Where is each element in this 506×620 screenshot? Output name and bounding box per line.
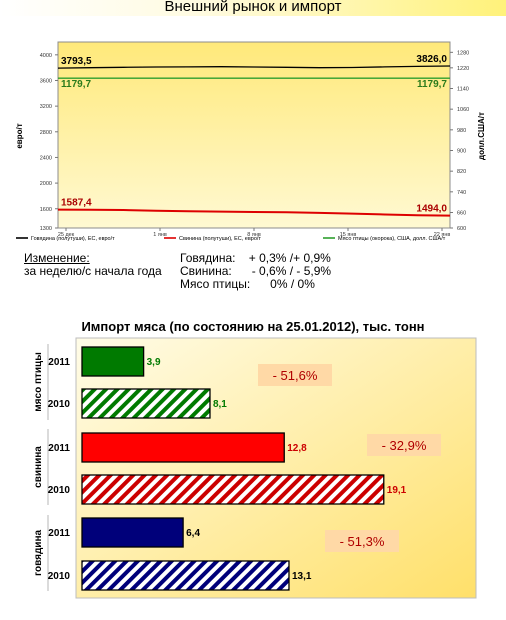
y-left-tick-label: 1300	[40, 226, 52, 232]
change-label: - 32,9%	[382, 438, 427, 453]
change-beef: Говядина: + 0,3% /+ 0,9%	[180, 251, 331, 265]
bar-year-label: 2010	[48, 399, 71, 410]
series-end-label: 1179,7	[417, 79, 447, 90]
series-start-label: 1587,4	[61, 198, 92, 209]
series-line	[57, 65, 451, 69]
bar	[81, 432, 285, 463]
page-title: Внешний рынок и импорт	[164, 0, 342, 15]
changes-label: Изменение:	[24, 251, 90, 265]
y-left-tick-label: 2800	[40, 130, 52, 136]
bar-value-label: 6,4	[186, 528, 200, 539]
y-left-tick-label: 2400	[40, 155, 52, 161]
x-tick-label: 15 янв	[340, 232, 357, 238]
change-label: - 51,3%	[340, 534, 385, 549]
y-left-tick-label: 2000	[40, 181, 52, 187]
bar-chart-title: Импорт мяса (по состоянию на 25.01.2012)…	[81, 319, 425, 334]
x-tick-label: 1 янв	[153, 232, 167, 238]
y-right-axis-label: долл.США/т	[477, 112, 486, 160]
bar-year-label: 2010	[48, 571, 71, 582]
bar-value-label: 13,1	[292, 571, 312, 582]
change-box	[367, 434, 441, 456]
line-plot-area	[57, 41, 451, 229]
y-right-tick-label: 820	[457, 169, 466, 175]
bar-value-label: 12,8	[287, 443, 307, 454]
series-start-label: 3793,5	[61, 56, 92, 67]
bar-year-label: 2011	[48, 443, 70, 454]
bar	[81, 560, 290, 591]
y-right-tick-label: 980	[457, 128, 466, 134]
bar-value-label: 8,1	[213, 399, 227, 410]
y-right-tick-label: 900	[457, 149, 466, 155]
y-left-tick-label: 4000	[40, 53, 52, 59]
bar-group-label: мясо птицы	[33, 352, 44, 411]
bar	[81, 388, 211, 419]
bar-year-label: 2011	[48, 528, 70, 539]
y-left-tick-label: 1600	[40, 207, 52, 213]
change-label: - 51,6%	[273, 368, 318, 383]
y-right-tick-label: 1140	[457, 87, 469, 93]
series-end-label: 3826,0	[416, 54, 447, 65]
bar-chart: мясо птицы 2011 3,9 2010 8,1 - 51,6% свинина 20…	[33, 337, 477, 599]
y-right-tick-label: 1220	[457, 66, 469, 72]
bar	[81, 517, 184, 548]
legend-entry: Мясо птицы (окорока), США, долл. США/т	[338, 236, 446, 242]
y-left-tick-label: 3600	[40, 78, 52, 84]
y-right-tick-label: 660	[457, 211, 466, 217]
bar-value-label: 3,9	[147, 357, 161, 368]
line-chart: 1300 1600 2000 2400 2800 3200 3600 4000 600 660 7…	[15, 41, 486, 242]
y-right-tick-label: 1060	[457, 107, 469, 113]
bar-value-label: 19,1	[387, 485, 407, 496]
change-box	[325, 530, 399, 552]
y-left-tick-label: 3200	[40, 104, 52, 110]
legend-entry: Говядина (полутуши), ЕС, евро/т	[31, 236, 115, 242]
bar-group-label: говядина	[33, 530, 44, 577]
series-end-label: 1494,0	[416, 204, 447, 215]
y-right-tick-label: 600	[457, 226, 466, 232]
bar-year-label: 2011	[48, 357, 70, 368]
bar	[81, 474, 385, 505]
bar	[81, 346, 145, 377]
series-start-label: 1179,7	[61, 79, 91, 90]
x-tick-label: 8 янв	[247, 232, 261, 238]
series-line	[57, 208, 451, 217]
y-left-axis-label: евро/т	[15, 123, 24, 148]
bar-group-label: свинина	[33, 446, 44, 488]
change-box	[258, 364, 332, 386]
y-right-tick-label: 740	[457, 190, 466, 196]
bar-year-label: 2010	[48, 485, 71, 496]
changes-period: за неделю/с начала года	[24, 264, 162, 278]
x-tick-label: 25 дек	[58, 232, 75, 238]
y-right-tick-label: 1280	[457, 50, 469, 56]
change-poultry: Мясо птицы: 0% / 0%	[180, 277, 315, 291]
legend-entry: Свинина (полутуши), ЕС, евро/т	[179, 236, 261, 242]
x-tick-label: 22 янв	[434, 232, 451, 238]
title-band	[0, 0, 506, 16]
change-pork: Свинина: - 0,6% / - 5,9%	[180, 264, 332, 278]
